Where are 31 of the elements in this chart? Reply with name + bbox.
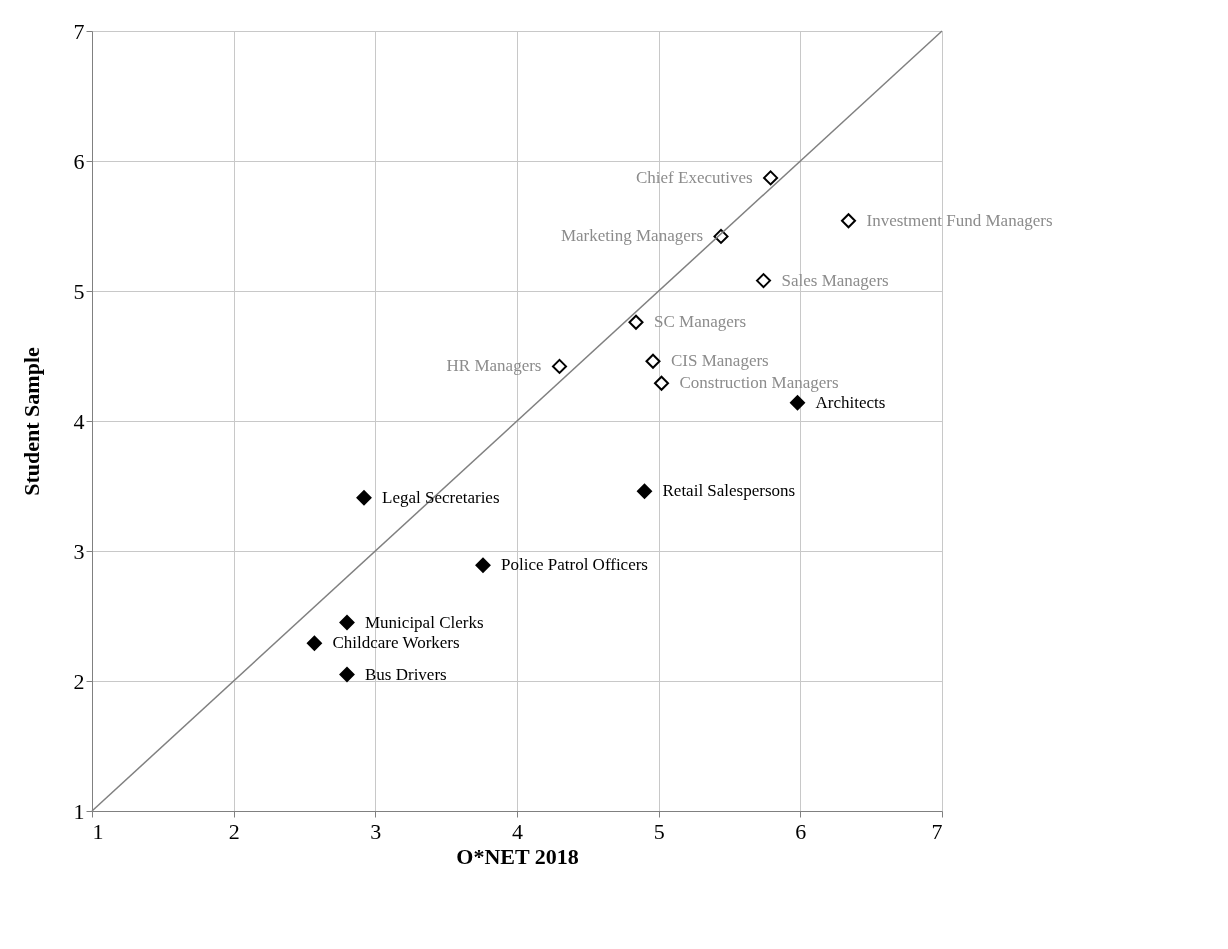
annotation: HR Managers	[446, 356, 542, 376]
y-tick-label: 7	[73, 18, 85, 44]
annotation: Construction Managers	[679, 373, 839, 393]
y-tick-label: 2	[73, 668, 85, 694]
annotation: Marketing Managers	[560, 226, 703, 246]
x-tick-label: 6	[795, 818, 807, 844]
annotation: Architects	[815, 392, 886, 412]
x-tick-label: 5	[653, 818, 665, 844]
x-axis-title: O*NET 2018	[456, 843, 579, 869]
annotation: Municipal Clerks	[365, 612, 484, 632]
annotation: Legal Secretaries	[382, 487, 500, 507]
y-axis-title: Student Sample	[18, 347, 44, 496]
y-tick-label: 6	[73, 148, 85, 174]
x-tick-label: 1	[92, 818, 104, 844]
annotation: Sales Managers	[781, 270, 889, 290]
x-tick-label: 2	[228, 818, 240, 844]
annotation: Childcare Workers	[332, 633, 460, 653]
y-tick-label: 1	[73, 798, 85, 824]
y-tick-label: 3	[73, 538, 85, 564]
annotation: SC Managers	[654, 312, 747, 332]
y-tick-label: 4	[73, 408, 85, 434]
annotation: CIS Managers	[671, 351, 769, 371]
annotation: Chief Executives	[635, 167, 753, 187]
annotation: Retail Salespersons	[662, 481, 796, 501]
x-tick-label: 4	[512, 818, 523, 844]
annotation: Police Patrol Officers	[501, 555, 648, 575]
y-tick-label: 5	[73, 278, 85, 304]
annotation: Bus Drivers	[365, 664, 447, 684]
x-tick-label: 3	[370, 818, 382, 844]
annotation: Investment Fund Managers	[866, 210, 1053, 230]
x-tick-label: 7	[931, 818, 943, 844]
